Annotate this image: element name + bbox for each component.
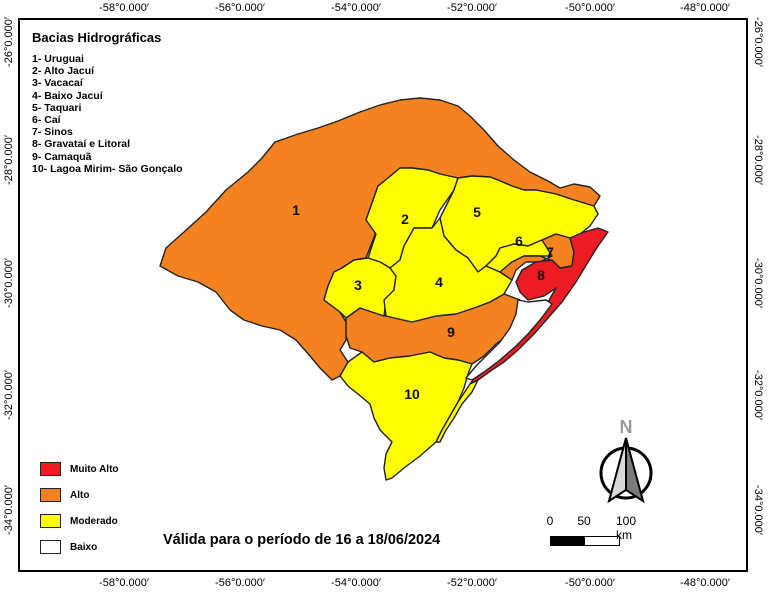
longitude-label-top: -56°0.000′ bbox=[215, 2, 265, 14]
longitude-label-top: -52°0.000′ bbox=[447, 2, 497, 14]
legend-item-muito-alto: Muito Alto bbox=[40, 456, 119, 482]
region-number-6: 6 bbox=[515, 233, 523, 249]
region-number-9: 9 bbox=[447, 324, 455, 340]
latitude-label-right: -32°0.000′ bbox=[752, 370, 764, 420]
legend: Muito Alto Alto Moderado Baixo bbox=[40, 456, 119, 560]
legend-label: Baixo bbox=[70, 541, 98, 553]
basin-item: 8- Gravataí e Litoral bbox=[32, 138, 131, 151]
legend-label: Alto bbox=[70, 489, 90, 501]
scale-bar-track bbox=[550, 536, 620, 546]
region-number-3: 3 bbox=[354, 277, 362, 293]
longitude-label-top: -58°0.000′ bbox=[99, 2, 149, 14]
basin-item: 2- Alto Jacuí bbox=[32, 65, 95, 78]
longitude-label-bottom: -52°0.000′ bbox=[447, 577, 497, 589]
region-number-7: 7 bbox=[546, 244, 554, 260]
basin-item: 5- Taquari bbox=[32, 101, 82, 114]
validity-text: Válida para o período de 16 a 18/06/2024 bbox=[163, 532, 441, 548]
latitude-label-right: -34°0.000′ bbox=[752, 485, 764, 535]
basin-item: 9- Camaquã bbox=[32, 150, 92, 163]
latitude-label-left: -26°0.000′ bbox=[3, 17, 15, 67]
longitude-label-bottom: -48°0.000′ bbox=[680, 577, 730, 589]
latitude-label-left: -28°0.000′ bbox=[3, 135, 15, 185]
legend-swatch bbox=[40, 514, 61, 528]
coastal-strip bbox=[435, 379, 479, 443]
basin-item: 6- Caí bbox=[32, 114, 61, 127]
scale-bar: 0 50 100 km bbox=[544, 514, 644, 546]
scale-label: 50 bbox=[577, 514, 591, 528]
basin-item: 4- Baixo Jacuí bbox=[32, 89, 103, 102]
longitude-label-top: -48°0.000′ bbox=[680, 2, 730, 14]
basin-item: 7- Sinos bbox=[32, 126, 73, 139]
region-number-8: 8 bbox=[537, 267, 545, 283]
region-number-2: 2 bbox=[401, 211, 409, 227]
legend-swatch bbox=[40, 488, 61, 502]
longitude-label-top: -50°0.000′ bbox=[565, 2, 615, 14]
latitude-label-left: -30°0.000′ bbox=[3, 258, 15, 308]
longitude-label-bottom: -50°0.000′ bbox=[565, 577, 615, 589]
region-number-4: 4 bbox=[435, 274, 443, 290]
latitude-label-left: -32°0.000′ bbox=[3, 370, 15, 420]
basin-item: 10- Lagoa Mirim- São Gonçalo bbox=[32, 162, 183, 175]
legend-label: Moderado bbox=[70, 515, 118, 527]
basin-item: 3- Vacacaí bbox=[32, 77, 83, 90]
basins-title: Bacias Hidrográficas bbox=[32, 30, 162, 45]
latitude-label-left: -34°0.000′ bbox=[3, 485, 15, 535]
scale-label: 0 bbox=[546, 514, 554, 528]
region-number-10: 10 bbox=[404, 386, 420, 402]
north-label: N bbox=[620, 417, 633, 437]
legend-label: Muito Alto bbox=[70, 463, 119, 475]
region-number-5: 5 bbox=[473, 204, 481, 220]
longitude-label-bottom: -54°0.000′ bbox=[331, 577, 381, 589]
legend-swatch bbox=[40, 462, 61, 476]
latitude-label-right: -28°0.000′ bbox=[752, 135, 764, 185]
scale-labels: 0 50 100 km bbox=[544, 514, 644, 542]
longitude-label-bottom: -56°0.000′ bbox=[215, 577, 265, 589]
legend-item-moderado: Moderado bbox=[40, 508, 119, 534]
legend-item-baixo: Baixo bbox=[40, 534, 119, 560]
legend-item-alto: Alto bbox=[40, 482, 119, 508]
region-baixo-jacui[interactable] bbox=[383, 217, 513, 323]
region-number-1: 1 bbox=[292, 202, 300, 218]
lagoa-dos-patos bbox=[465, 299, 553, 381]
longitude-label-bottom: -58°0.000′ bbox=[99, 577, 149, 589]
latitude-label-right: -30°0.000′ bbox=[752, 258, 764, 308]
north-arrow-icon: N bbox=[599, 417, 653, 504]
latitude-label-right: -26°0.000′ bbox=[752, 17, 764, 67]
longitude-label-top: -54°0.000′ bbox=[331, 2, 381, 14]
legend-swatch bbox=[40, 540, 61, 554]
basin-item: 1- Uruguai bbox=[32, 53, 84, 65]
basin-list: 1- Uruguai 2- Alto Jacuí 3- Vacacaí 4- B… bbox=[32, 53, 183, 175]
scale-bar-segment-black bbox=[551, 537, 585, 545]
